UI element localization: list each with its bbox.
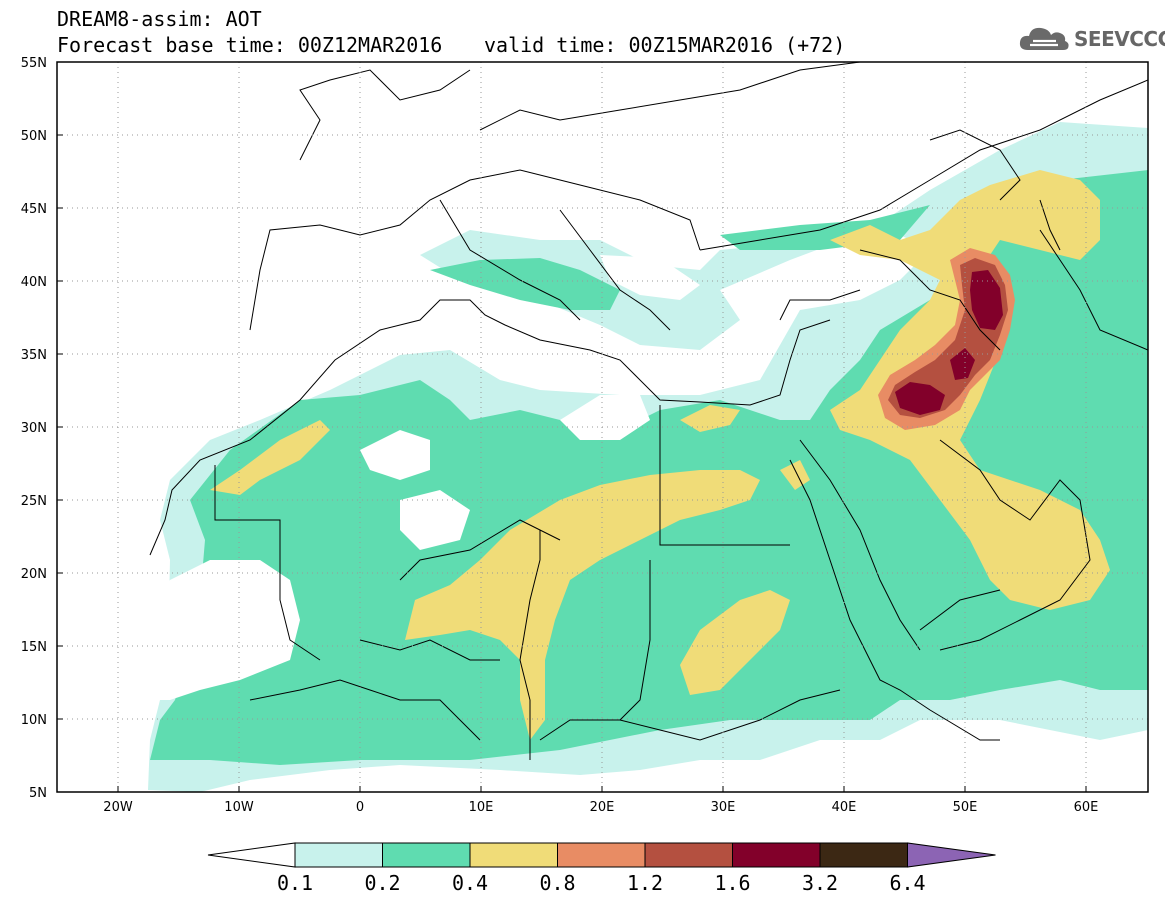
lat-label: 50N	[21, 129, 47, 144]
colorbar-tick-label: 0.8	[539, 871, 575, 895]
lon-label: 20W	[103, 800, 133, 815]
lon-label: 60E	[1074, 800, 1099, 815]
map-title: DREAM8-assim: AOT	[57, 7, 262, 31]
aot-level-0.4	[210, 170, 1110, 740]
lat-label: 25N	[21, 494, 47, 509]
lat-label: 45N	[21, 202, 47, 217]
lon-label: 40E	[832, 800, 857, 815]
colorbar-segment	[294, 842, 383, 868]
lat-labels: 55N 50N 45N 40N 35N 30N 25N 20N 15N 10N …	[21, 56, 47, 801]
lon-label: 20E	[590, 800, 615, 815]
colorbar-tick-label: 1.2	[627, 871, 663, 895]
colorbar: 0.1 0.2 0.4 0.8 1.2 1.6 3.2 6.4	[207, 842, 996, 895]
colorbar-over-arrow	[907, 842, 996, 868]
forecast-base-time: Forecast base time: 00Z12MAR2016	[57, 33, 443, 57]
aot-level-1.6	[895, 270, 1003, 415]
lat-label: 20N	[21, 567, 47, 582]
seevccc-logo: SEEVCCC	[1018, 22, 1165, 56]
lat-label: 15N	[21, 640, 47, 655]
lat-label: 55N	[21, 56, 47, 71]
coastlines	[149, 62, 1148, 760]
lon-labels: 20W 10W 0 10E 20E 30E 40E 50E 60E	[103, 800, 1098, 815]
lat-label: 35N	[21, 348, 47, 363]
lat-label: 40N	[21, 275, 47, 290]
lon-label: 10W	[224, 800, 254, 815]
colorbar-segment	[557, 842, 646, 868]
valid-time: valid time: 00Z15MAR2016 (+72)	[484, 33, 846, 57]
lon-label: 30E	[711, 800, 736, 815]
colorbar-segment	[469, 842, 558, 868]
lon-label: 10E	[469, 800, 494, 815]
logo-text: SEEVCCC	[1074, 27, 1165, 51]
lon-label: 0	[356, 800, 364, 815]
aot-field	[148, 62, 1148, 792]
tick-marks	[57, 134, 1087, 792]
lat-label: 10N	[21, 713, 47, 728]
colorbar-tick-label: 0.2	[364, 871, 400, 895]
colorbar-segment	[732, 842, 821, 868]
lon-label: 50E	[953, 800, 978, 815]
colorbar-tick-label: 0.1	[277, 871, 313, 895]
colorbar-tick-label: 6.4	[889, 871, 925, 895]
colorbar-tick-label: 3.2	[802, 871, 838, 895]
cloud-icon	[1019, 27, 1069, 50]
graticule	[57, 62, 1148, 792]
lat-label: 5N	[29, 786, 47, 801]
colorbar-segment	[644, 842, 733, 868]
lat-label: 30N	[21, 421, 47, 436]
colorbar-tick-label: 0.4	[452, 871, 488, 895]
colorbar-segment	[819, 842, 908, 868]
colorbar-tick-label: 1.6	[714, 871, 750, 895]
colorbar-under-arrow	[207, 842, 296, 868]
colorbar-segment	[382, 842, 471, 868]
